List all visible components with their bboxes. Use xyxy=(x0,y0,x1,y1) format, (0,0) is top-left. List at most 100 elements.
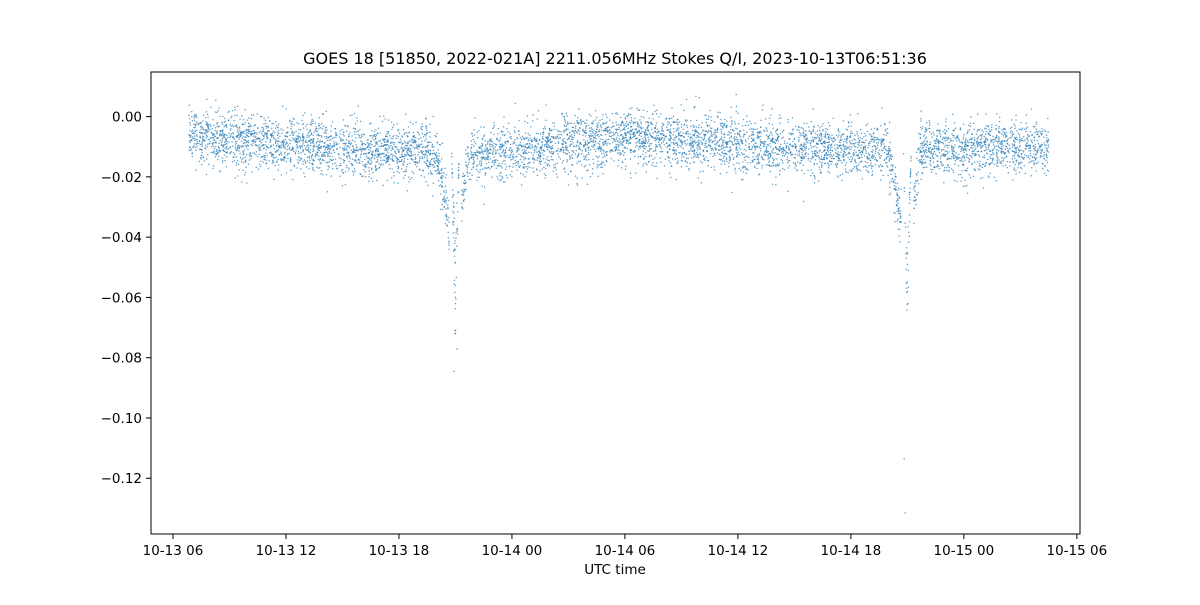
scatter-point xyxy=(561,146,564,149)
scatter-point xyxy=(813,174,815,177)
scatter-point xyxy=(602,149,605,152)
scatter-point xyxy=(640,121,642,124)
scatter-point xyxy=(865,150,867,152)
scatter-point xyxy=(576,177,579,179)
scatter-point xyxy=(391,147,393,150)
scatter-point xyxy=(837,156,840,158)
scatter-point xyxy=(898,235,900,237)
scatter-point xyxy=(656,177,658,180)
scatter-point xyxy=(954,160,957,162)
scatter-point xyxy=(930,164,932,167)
scatter-point xyxy=(782,148,785,151)
scatter-point xyxy=(759,139,761,141)
scatter-point xyxy=(585,119,588,121)
scatter-point xyxy=(677,123,679,126)
scatter-point xyxy=(871,174,873,177)
scatter-point xyxy=(953,151,956,153)
scatter-point xyxy=(696,145,699,147)
scatter-point xyxy=(597,148,600,151)
scatter-point xyxy=(914,179,917,182)
scatter-point xyxy=(403,161,405,163)
scatter-point xyxy=(965,138,967,140)
scatter-point xyxy=(983,157,986,159)
scatter-point xyxy=(882,143,885,145)
scatter-point xyxy=(545,119,547,121)
scatter-point xyxy=(514,102,517,105)
scatter-point xyxy=(191,130,193,132)
scatter-point xyxy=(1031,134,1033,137)
scatter-point xyxy=(904,222,906,224)
scatter-point xyxy=(310,122,312,124)
scatter-point xyxy=(190,148,193,150)
scatter-point xyxy=(966,145,968,147)
scatter-point xyxy=(601,161,603,163)
scatter-point xyxy=(676,144,678,147)
scatter-point xyxy=(264,131,266,134)
scatter-point xyxy=(565,142,567,145)
scatter-point xyxy=(606,129,609,131)
scatter-point xyxy=(985,138,988,140)
scatter-point xyxy=(302,150,304,153)
scatter-point xyxy=(248,153,250,155)
scatter-point xyxy=(403,133,406,135)
scatter-point xyxy=(894,188,897,190)
scatter-point xyxy=(766,130,769,132)
scatter-point xyxy=(827,148,829,151)
scatter-point xyxy=(704,146,706,149)
scatter-point xyxy=(204,147,206,149)
scatter-point xyxy=(192,132,195,134)
scatter-point xyxy=(756,128,758,130)
scatter-point xyxy=(307,132,310,134)
scatter-point xyxy=(237,133,240,135)
scatter-point xyxy=(775,148,778,150)
scatter-point xyxy=(918,148,920,151)
scatter-point xyxy=(568,122,571,125)
scatter-point xyxy=(638,145,641,148)
scatter-point xyxy=(843,145,846,148)
scatter-point xyxy=(328,150,330,153)
scatter-point xyxy=(511,170,513,173)
scatter-point xyxy=(814,159,817,161)
scatter-point xyxy=(987,148,990,151)
scatter-point xyxy=(935,166,938,168)
scatter-point xyxy=(788,165,791,167)
scatter-point xyxy=(290,139,292,142)
scatter-point xyxy=(392,159,394,162)
scatter-point xyxy=(402,170,405,173)
scatter-point xyxy=(219,150,222,152)
scatter-point xyxy=(592,158,594,161)
scatter-point xyxy=(306,156,309,158)
scatter-point xyxy=(278,123,280,125)
scatter-point xyxy=(680,123,683,126)
scatter-point xyxy=(729,158,731,161)
scatter-point xyxy=(321,127,324,130)
scatter-point xyxy=(636,144,638,147)
scatter-point xyxy=(296,147,298,149)
scatter-point xyxy=(261,126,264,129)
scatter-point xyxy=(254,135,257,138)
scatter-point xyxy=(365,147,368,149)
scatter-point xyxy=(546,155,549,158)
scatter-point xyxy=(759,135,762,138)
scatter-point xyxy=(316,138,319,140)
scatter-point xyxy=(809,130,812,133)
scatter-point xyxy=(832,154,835,156)
scatter-point xyxy=(310,114,313,116)
scatter-point xyxy=(694,132,696,135)
scatter-point xyxy=(830,157,833,160)
scatter-point xyxy=(1039,144,1041,147)
scatter-point xyxy=(532,158,534,161)
scatter-point xyxy=(370,141,372,143)
scatter-point xyxy=(320,162,322,164)
scatter-point xyxy=(513,142,516,144)
scatter-point xyxy=(809,160,812,163)
scatter-point xyxy=(343,131,345,133)
scatter-point xyxy=(828,160,831,162)
scatter-point xyxy=(235,164,238,166)
scatter-point xyxy=(780,117,782,119)
scatter-point xyxy=(995,155,998,158)
scatter-point xyxy=(660,147,663,149)
scatter-point xyxy=(785,147,788,149)
scatter-point xyxy=(758,146,761,148)
scatter-point xyxy=(762,104,764,106)
